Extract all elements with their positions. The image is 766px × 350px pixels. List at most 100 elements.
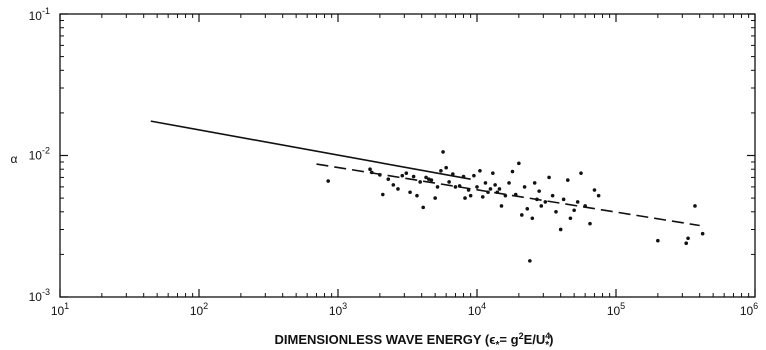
y-tick-label-base: 10 (29, 149, 43, 163)
x-axis-label-eq: = g (499, 332, 518, 347)
x-tick-label-exponent: 4 (481, 301, 486, 311)
plot-frame (59, 13, 756, 298)
x-tick-label: 101 (51, 301, 69, 318)
series-layer (150, 120, 705, 263)
data-point (478, 168, 482, 173)
x-axis-label-prefix: DIMENSIONLESS WAVE ENERGY ( (274, 332, 489, 347)
data-point (472, 173, 476, 178)
data-point (497, 187, 502, 191)
y-tick-label-exponent: -2 (42, 146, 50, 156)
x-axis-label: DIMENSIONLESS WAVE ENERGY (ϵ*= g2E/U4 *) (274, 331, 553, 350)
data-point (435, 185, 440, 189)
data-point (461, 174, 466, 179)
data-point (554, 210, 558, 214)
y-tick-label: 10-3 (29, 287, 50, 304)
data-point (408, 190, 412, 195)
data-point (386, 177, 391, 181)
data-point (596, 193, 601, 198)
data-point (575, 200, 580, 204)
x-tick-label: 106 (740, 301, 758, 318)
data-point (433, 196, 437, 200)
x-tick-label-exponent: 1 (64, 301, 69, 311)
y-tick-label-base: 10 (29, 290, 43, 304)
data-point (579, 171, 583, 175)
y-axis-label: α (11, 152, 18, 166)
data-point (380, 192, 385, 197)
data-point (537, 189, 541, 193)
x-axis-label-u-exp: 4 (545, 331, 550, 341)
x-tick-label: 105 (607, 301, 625, 318)
data-point (447, 180, 451, 184)
data-point (525, 207, 530, 211)
data-point (565, 178, 570, 182)
data-point (468, 193, 473, 198)
data-point (493, 183, 497, 187)
x-tick-label: 104 (468, 301, 486, 318)
dashed-fit-line (316, 163, 700, 227)
solid-fit-line (150, 120, 471, 180)
data-point (418, 180, 422, 184)
data-point (429, 178, 434, 182)
y-axis-ticks: 10-310-210-1 (29, 6, 755, 304)
data-point (530, 216, 535, 221)
data-point (368, 167, 372, 172)
data-point (499, 204, 504, 208)
y-tick-label-exponent: -3 (42, 287, 50, 297)
data-point (561, 197, 566, 202)
x-tick-label-base: 10 (51, 304, 65, 318)
data-point (483, 181, 488, 185)
data-point (528, 259, 532, 263)
y-tick-label-exponent: -1 (42, 6, 50, 16)
x-axis-label-u-sub: * (545, 340, 549, 350)
data-point (592, 188, 597, 192)
x-tick-label-exponent: 2 (203, 301, 208, 311)
x-axis-label-suffix: ) (549, 332, 553, 347)
data-point (421, 205, 425, 210)
data-point (463, 196, 467, 200)
data-point (550, 193, 555, 198)
data-point (391, 183, 396, 187)
data-point (693, 204, 697, 208)
data-point (453, 185, 458, 189)
data-point (517, 161, 521, 166)
data-point (400, 173, 405, 178)
x-tick-label-base: 10 (329, 304, 343, 318)
data-point (444, 165, 448, 170)
data-point (510, 169, 515, 174)
data-point (439, 168, 443, 173)
data-point (572, 208, 576, 213)
data-point (507, 181, 511, 185)
data-point (457, 184, 462, 188)
plot-border (59, 13, 756, 298)
x-axis-label-eps-sub: * (496, 340, 500, 350)
data-point (535, 197, 539, 202)
x-tick-label-base: 10 (468, 304, 482, 318)
data-point (513, 192, 518, 197)
data-point (583, 204, 587, 208)
data-point (539, 204, 544, 208)
data-point (684, 241, 689, 246)
data-point (369, 170, 374, 175)
data-point (411, 174, 416, 179)
x-tick-label-base: 10 (607, 304, 621, 318)
x-tick-label-base: 10 (190, 304, 204, 318)
data-point (503, 193, 508, 198)
x-tick-label-base: 10 (740, 304, 754, 318)
data-point (466, 188, 471, 192)
data-point (441, 150, 445, 154)
data-point (495, 190, 500, 195)
data-point (480, 195, 485, 199)
x-tick-label-exponent: 3 (342, 301, 347, 311)
data-point (558, 227, 563, 232)
data-point (415, 193, 419, 198)
data-point (378, 173, 382, 177)
data-point (522, 185, 527, 189)
x-tick-label: 102 (190, 301, 208, 318)
data-point (656, 238, 660, 243)
data-point (532, 181, 537, 185)
y-tick-label-base: 10 (29, 9, 43, 23)
data-point (700, 231, 705, 236)
data-point (588, 221, 592, 226)
data-point (451, 172, 455, 176)
